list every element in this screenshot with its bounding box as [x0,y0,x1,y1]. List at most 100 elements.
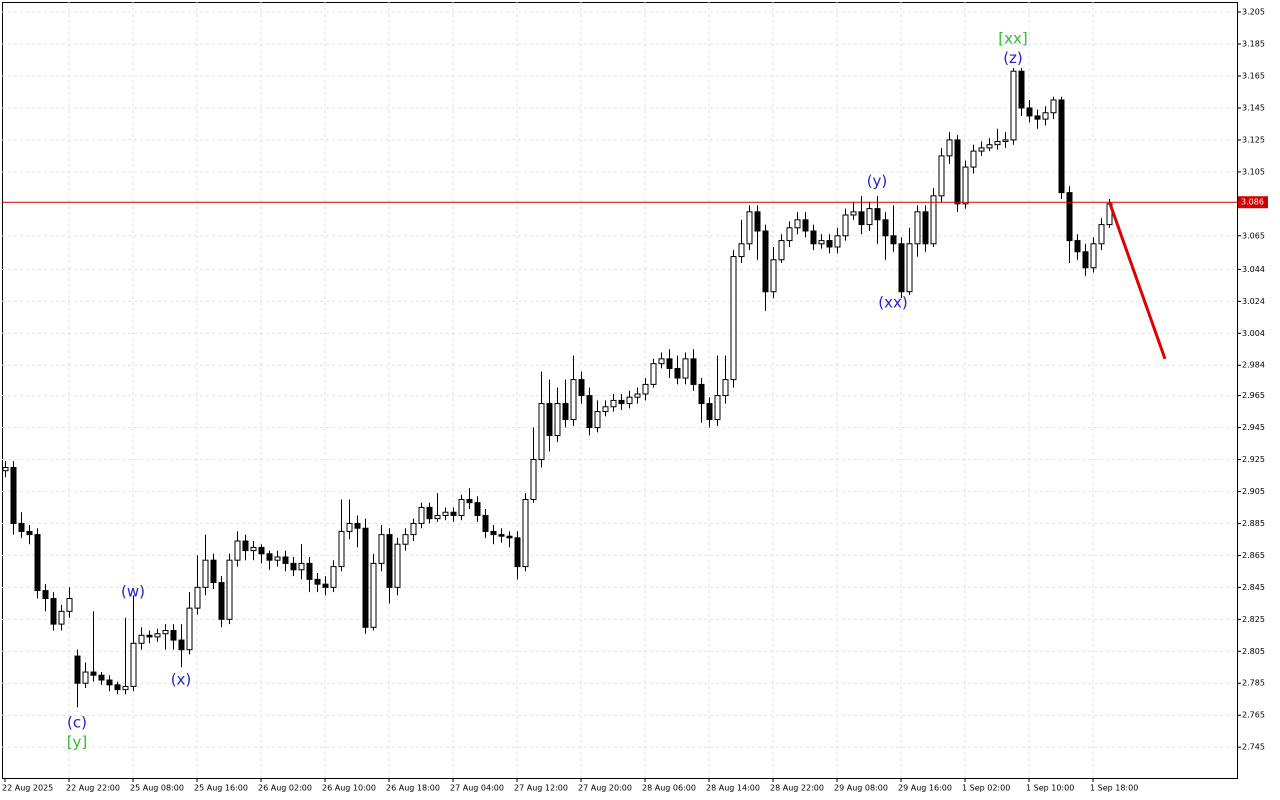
y-tick-label: 2.945 [1242,423,1265,432]
candle-body [954,139,961,205]
candle-body [666,358,673,369]
candle-body [514,537,521,568]
candle-body [298,562,305,571]
y-tick-label: 3.004 [1242,329,1265,338]
candle-body [490,530,497,536]
y-tick-label: 2.765 [1242,711,1265,720]
candle-body [602,406,609,413]
y-tick-label: 3.105 [1242,167,1265,176]
candle-body [578,379,585,397]
y-tick-label: 3.065 [1242,231,1265,240]
y-tick-label: 2.805 [1242,647,1265,656]
candle-body [186,607,193,651]
candle-body [826,240,833,248]
y-tick-label: 3.125 [1242,135,1265,144]
candle-body [1058,99,1065,194]
y-tick-label: 3.165 [1242,71,1265,80]
x-tick-label: 1 Sep 02:00 [962,784,1010,793]
candle-body [890,235,897,245]
candle-body [530,459,537,500]
candle-body [234,540,241,561]
candle-body [570,379,577,421]
candle-body [770,259,777,293]
candle-body [682,358,689,379]
candle-body [114,684,121,691]
candle-body [130,642,137,687]
candle-body [266,553,273,561]
candle-body [98,674,105,681]
candle-body [210,559,217,584]
candle-body [346,522,353,532]
candle-body [1082,251,1089,269]
candle-body [762,230,769,293]
candle-body [546,403,553,437]
y-tick-label: 3.044 [1242,265,1265,274]
candle-body [834,235,841,248]
candle-body [450,511,457,516]
candle-body [90,671,97,676]
candle-body [618,399,625,405]
x-tick-label: 27 Aug 20:00 [578,784,632,793]
x-tick-label: 28 Aug 22:00 [770,784,824,793]
candle-body [994,141,1001,146]
candle-body [802,219,809,232]
candle-body [1018,70,1025,109]
candle-body [914,211,921,245]
candle-body [394,543,401,588]
candle-body [690,358,697,385]
candle-body [42,590,49,600]
candle-body [610,399,617,408]
y-tick-label: 3.145 [1242,103,1265,112]
x-tick-label: 1 Sep 10:00 [1026,784,1074,793]
candle-body [194,586,201,609]
y-tick-label: 2.885 [1242,519,1265,528]
candle-body [898,243,905,293]
x-tick-label: 22 Aug 22:00 [66,784,120,793]
candle-body [162,630,169,635]
candle-body [410,522,417,536]
candle-body [978,147,985,152]
candle-body [938,155,945,197]
candle-body [354,522,361,529]
y-tick-label: 2.984 [1242,361,1265,370]
candle-body [386,534,393,588]
candle-body [1042,112,1049,120]
plot-frame [2,2,1238,779]
x-tick-label: 27 Aug 12:00 [514,784,568,793]
candle-body [970,150,977,168]
candle-body [786,227,793,242]
candle-body [106,679,113,686]
candle-body [474,502,481,516]
x-tick-label: 27 Aug 04:00 [450,784,504,793]
candle-body [482,514,489,532]
candle-body [642,383,649,395]
y-tick-label: 3.185 [1242,40,1265,49]
candle-body [178,639,185,651]
candle-body [466,498,473,504]
candle-body [962,166,969,205]
candle-body [778,240,785,261]
candle-body [170,630,177,641]
candle-body [1010,70,1017,141]
candle-body [242,540,249,552]
candle-body [538,403,545,461]
candle-body [426,506,433,520]
candle-body [714,395,721,421]
candle-body [66,598,73,612]
wave-label: (x) [171,671,192,689]
candle-body [626,396,633,405]
x-tick-label: 28 Aug 14:00 [706,784,760,793]
price-label-box [1238,196,1268,209]
candle-body [946,139,953,157]
candle-body [810,230,817,245]
candle-body [850,211,857,216]
candle-body [418,506,425,524]
candle-body [874,208,881,221]
wave-label: (w) [121,583,145,601]
price-label: 3.086 [1241,198,1264,207]
candle-body [986,144,993,149]
candle-body [922,211,929,245]
wave-label: [y] [67,733,88,751]
x-tick-label: 25 Aug 08:00 [130,784,184,793]
candle-body [554,403,561,437]
